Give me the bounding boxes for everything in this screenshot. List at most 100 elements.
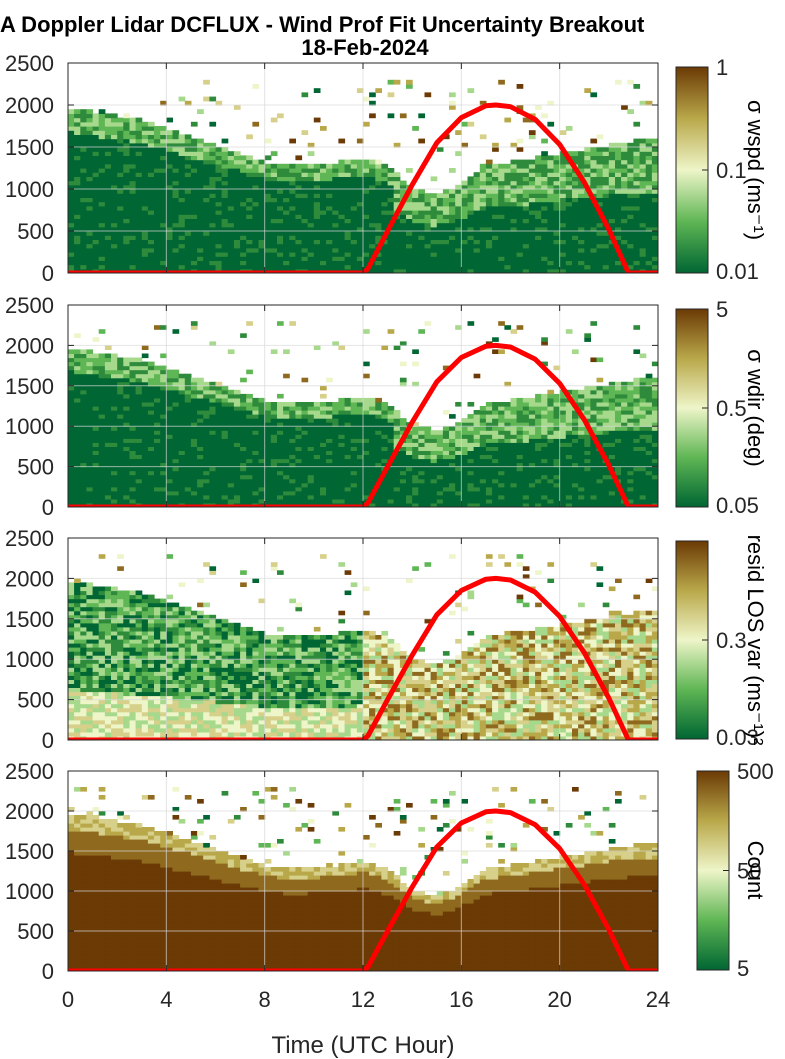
heatmap-cell (203, 426, 210, 431)
heatmap-cell (154, 193, 161, 198)
heatmap-cell (406, 490, 413, 496)
heatmap-cell (233, 105, 241, 110)
heatmap-cell (68, 180, 75, 186)
heatmap-cell (154, 126, 161, 131)
heatmap-cell (203, 96, 210, 102)
heatmap-cell (117, 172, 124, 177)
heatmap-cell (74, 494, 81, 500)
heatmap-cell (535, 105, 542, 110)
heatmap-cell (590, 247, 598, 253)
heatmap-cell (528, 264, 536, 270)
heatmap-cell (209, 172, 217, 177)
heatmap-cell (504, 243, 512, 249)
heatmap-cell (123, 438, 130, 443)
heatmap-cell (301, 478, 309, 484)
heatmap-cell (615, 201, 622, 207)
heatmap-cell (240, 446, 247, 451)
heatmap-cell (209, 466, 217, 472)
heatmap-cell (320, 494, 327, 500)
heatmap-cell (197, 189, 204, 194)
heatmap-cell (559, 189, 567, 194)
heatmap-cell (338, 418, 346, 423)
heatmap-cell (135, 226, 143, 232)
heatmap-cell (442, 239, 450, 245)
heatmap-cell (633, 235, 641, 240)
heatmap-cell (344, 189, 352, 194)
heatmap-cell (270, 260, 278, 266)
heatmap-cell (129, 138, 137, 144)
heatmap-cell (406, 214, 413, 219)
heatmap-cell (578, 180, 585, 186)
heatmap-cell (492, 176, 499, 182)
heatmap-cell (80, 176, 87, 182)
heatmap-cell (621, 155, 628, 161)
heatmap-cell (633, 172, 641, 177)
heatmap-cell (295, 163, 303, 169)
heatmap-cell (172, 151, 180, 156)
heatmap-cell (190, 231, 198, 236)
heatmap-cell (246, 474, 253, 480)
heatmap-cell (553, 172, 561, 177)
heatmap-cell (363, 458, 370, 464)
heatmap-cell (129, 218, 137, 224)
heatmap-cell (172, 373, 180, 379)
heatmap-cell (572, 210, 579, 215)
heatmap-cell (178, 184, 186, 190)
heatmap-cell (430, 197, 438, 203)
heatmap-cell (197, 442, 204, 447)
heatmap-cell (467, 214, 475, 219)
heatmap-cell (160, 172, 167, 177)
heatmap-cell (203, 168, 210, 173)
heatmap-cell (178, 205, 186, 211)
heatmap-cell (307, 466, 315, 472)
heatmap-cell (160, 325, 167, 330)
heatmap-cell (645, 138, 653, 144)
heatmap-cell (166, 402, 173, 407)
heatmap-cell (135, 381, 143, 387)
heatmap-cell (92, 163, 100, 169)
heatmap-cell (412, 474, 419, 480)
heatmap-cell (80, 446, 87, 451)
heatmap-cell (639, 155, 647, 161)
heatmap-cell (86, 357, 94, 363)
heatmap-cell (166, 373, 173, 379)
heatmap-cell (123, 446, 130, 451)
heatmap-cell (270, 176, 278, 182)
heatmap-cell (565, 268, 573, 273)
heatmap-cell (399, 454, 407, 460)
heatmap-cell (270, 446, 278, 451)
heatmap-cell (424, 239, 432, 245)
heatmap-cell (197, 377, 204, 383)
heatmap-cell (178, 252, 186, 257)
heatmap-cell (74, 418, 81, 423)
heatmap-cell (387, 470, 395, 476)
heatmap-cell (80, 438, 87, 443)
heatmap-cell (412, 231, 419, 236)
heatmap-cell (363, 490, 370, 496)
heatmap-cell (326, 454, 333, 460)
heatmap-cell (350, 458, 358, 464)
heatmap-cell (559, 252, 567, 257)
heatmap-cell (141, 247, 149, 253)
heatmap-cell (633, 252, 641, 257)
heatmap-cell (492, 147, 499, 152)
heatmap-cell (479, 193, 487, 198)
heatmap-cell (295, 414, 303, 419)
heatmap-cell (485, 222, 493, 228)
heatmap-cell (197, 163, 204, 169)
heatmap-cell (166, 189, 173, 194)
heatmap-cell (252, 450, 260, 455)
heatmap-cell (356, 163, 364, 169)
heatmap-cell (326, 222, 333, 228)
heatmap-cell (461, 430, 468, 435)
heatmap-cell (320, 478, 327, 484)
heatmap-cell (252, 84, 260, 89)
heatmap-cell (178, 222, 186, 228)
heatmap-cell (264, 260, 272, 266)
heatmap-cell (645, 222, 653, 228)
heatmap-cell (522, 210, 530, 215)
heatmap-cell (240, 159, 247, 165)
heatmap-cell (283, 486, 290, 492)
heatmap-cell (233, 197, 241, 203)
heatmap-cell (203, 210, 210, 215)
